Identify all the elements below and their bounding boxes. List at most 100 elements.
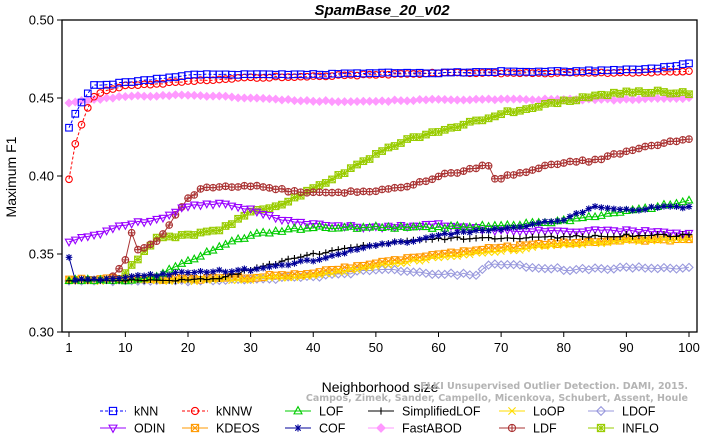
data-point [522, 168, 531, 177]
data-point [584, 227, 594, 236]
data-point [359, 264, 368, 272]
data-point [333, 222, 343, 231]
data-point [178, 268, 186, 276]
data-point [572, 240, 580, 249]
data-point [597, 239, 606, 248]
data-point [328, 188, 336, 197]
legend-label: LDF [533, 422, 557, 434]
data-point [541, 233, 549, 241]
data-point [397, 259, 405, 268]
data-point [289, 96, 299, 106]
data-point [128, 273, 135, 280]
data-point [202, 200, 212, 209]
data-point [610, 205, 618, 213]
data-point [296, 224, 306, 233]
data-point [616, 89, 624, 98]
data-point [402, 222, 412, 231]
data-point [328, 175, 336, 184]
data-point [571, 228, 581, 237]
data-point [120, 222, 130, 231]
data-point [341, 249, 348, 257]
data-point [309, 257, 317, 265]
data-point [554, 234, 561, 242]
data-point [584, 211, 594, 220]
data-point [621, 205, 631, 214]
data-point [485, 227, 492, 235]
data-point [203, 276, 211, 283]
data-point [553, 99, 562, 108]
data-point [340, 268, 349, 276]
data-point [434, 128, 443, 136]
data-point [377, 264, 387, 275]
data-point [596, 210, 606, 219]
data-point [403, 259, 411, 267]
data-point [653, 93, 663, 103]
data-point [327, 223, 337, 232]
data-point [227, 202, 237, 211]
data-point [303, 256, 311, 264]
data-point [247, 267, 254, 275]
data-point [202, 246, 212, 256]
x-tick-label: 50 [369, 340, 383, 355]
data-point [264, 94, 274, 104]
data-point [140, 243, 149, 252]
data-point [309, 271, 317, 280]
data-point [396, 221, 406, 230]
data-point [195, 251, 206, 260]
legend-item: LDF [499, 422, 557, 434]
data-point [685, 59, 693, 68]
data-point [327, 222, 337, 231]
data-point [209, 183, 217, 192]
data-point [227, 236, 237, 245]
data-point [508, 259, 519, 270]
data-point [115, 275, 123, 282]
data-point [648, 232, 655, 239]
data-point [115, 264, 123, 273]
data-point [177, 204, 187, 213]
data-point [516, 168, 524, 177]
data-point [465, 164, 474, 173]
data-point [609, 227, 619, 236]
data-point [678, 196, 688, 206]
data-point [233, 204, 243, 213]
data-point [170, 208, 181, 218]
data-point [541, 242, 549, 250]
data-point [284, 187, 293, 196]
data-point [76, 234, 87, 243]
data-point [158, 90, 168, 100]
data-point [384, 261, 393, 269]
data-point [552, 263, 563, 273]
data-point [214, 241, 224, 250]
data-point [584, 93, 593, 102]
data-point [491, 235, 499, 243]
data-point [252, 208, 262, 217]
data-point [159, 277, 167, 284]
data-point [291, 260, 298, 267]
data-point [303, 272, 311, 280]
data-point [170, 90, 180, 100]
data-point [597, 155, 606, 164]
data-point [365, 222, 375, 231]
data-point [660, 88, 668, 96]
data-point [271, 272, 280, 281]
credit-line-1: ELKI Unsupervised Outlier Detection. DAM… [420, 381, 688, 392]
data-point [333, 97, 343, 107]
data-point [315, 271, 324, 279]
data-point [403, 182, 412, 191]
data-point [590, 226, 600, 235]
data-point [578, 241, 587, 249]
data-point [65, 175, 73, 184]
x-tick-label: 10 [118, 340, 132, 355]
data-point [108, 225, 118, 234]
data-point [440, 95, 450, 105]
data-point [71, 140, 80, 148]
data-point [629, 233, 636, 240]
data-point [340, 169, 349, 178]
data-point [634, 228, 644, 238]
data-point [271, 202, 280, 211]
data-point [503, 107, 512, 116]
data-point [472, 234, 480, 242]
data-point [591, 232, 599, 239]
data-point [427, 220, 437, 230]
data-point [654, 204, 661, 211]
